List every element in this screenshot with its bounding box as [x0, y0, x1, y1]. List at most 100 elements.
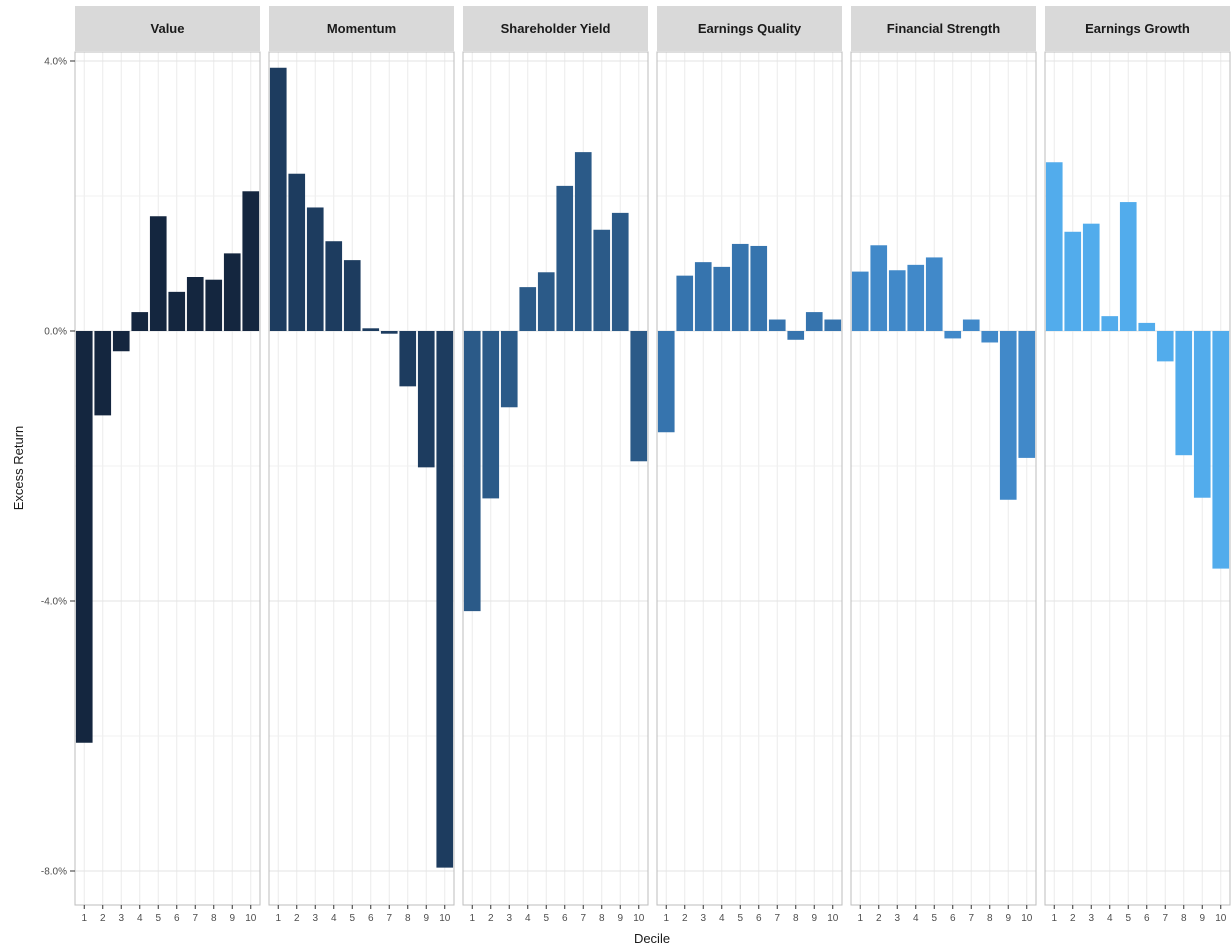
bar-8: Financial Strength decile 8: -0.17%: [981, 331, 999, 343]
x-tick-label: 8: [1181, 913, 1187, 924]
bar-7: Shareholder Yield decile 7: 2.65%: [574, 152, 592, 331]
x-tick-label: 5: [155, 913, 161, 924]
bar-2: Earnings Growth decile 2: 1.47%: [1064, 231, 1082, 331]
x-tick-label: 9: [1005, 913, 1011, 924]
x-tick-label: 10: [1215, 913, 1227, 924]
bar-9: Momentum decile 9: -2.02%: [417, 331, 435, 468]
x-tick-label: 1: [81, 913, 87, 924]
x-tick-label: 7: [1162, 913, 1168, 924]
x-tick-label: 9: [423, 913, 429, 924]
bar-1: Momentum decile 1: 3.9%: [269, 67, 287, 331]
bar-9: Financial Strength decile 9: -2.5%: [999, 331, 1017, 500]
x-tick-label: 8: [599, 913, 605, 924]
bar-7: Earnings Growth decile 7: -0.45%: [1156, 331, 1174, 362]
x-tick-label: 9: [1199, 913, 1205, 924]
bar-4: Earnings Growth decile 4: 0.22%: [1101, 316, 1119, 331]
x-tick-label: 8: [405, 913, 411, 924]
x-tick-label: 1: [663, 913, 669, 924]
x-tick-label: 3: [312, 913, 318, 924]
facet-strip-label: Earnings Quality: [698, 21, 802, 36]
facet-panel: Value Value decile 1: -6.1%Value decile 2…: [74, 6, 261, 924]
bar-2: Earnings Quality decile 2: 0.82%: [676, 275, 694, 331]
bar-5: Earnings Growth decile 5: 1.91%: [1119, 202, 1137, 331]
bar-3: Shareholder Yield decile 3: -1.13%: [500, 331, 518, 408]
bar-4: Momentum decile 4: 1.33%: [325, 241, 343, 331]
x-tick-label: 6: [950, 913, 956, 924]
x-axis-title: Decile: [634, 931, 670, 946]
x-tick-label: 3: [1088, 913, 1094, 924]
bar-10: Shareholder Yield decile 10: -1.93%: [630, 331, 648, 462]
panel-border: [462, 51, 649, 906]
x-tick-label: 2: [488, 913, 494, 924]
x-tick-label: 10: [827, 913, 839, 924]
bar-1: Shareholder Yield decile 1: -4.15%: [463, 331, 481, 612]
bar-3: Earnings Growth decile 3: 1.59%: [1082, 223, 1100, 331]
bar-3: Momentum decile 3: 1.83%: [306, 207, 324, 331]
bar-8: Shareholder Yield decile 8: 1.5%: [593, 229, 611, 331]
bar-10: Momentum decile 10: -7.95%: [436, 331, 454, 868]
bar-6: Value decile 6: 0.58%: [168, 291, 186, 331]
bar-2: Value decile 2: -1.25%: [94, 331, 112, 416]
bar-10: Earnings Quality decile 10: 0.17%: [824, 319, 842, 331]
bar-6: Shareholder Yield decile 6: 2.15%: [556, 185, 574, 331]
bar-6: Financial Strength decile 6: -0.11%: [944, 331, 962, 339]
bar-3: Value decile 3: -0.3%: [112, 331, 130, 352]
facet-strip: [269, 6, 454, 51]
panel-background: [657, 52, 842, 905]
x-tick-label: 9: [617, 913, 623, 924]
bar-9: Earnings Quality decile 9: 0.28%: [805, 312, 823, 331]
x-tick-label: 10: [439, 913, 451, 924]
bar-9: Earnings Growth decile 9: -2.47%: [1193, 331, 1211, 498]
panel-border: [850, 51, 1037, 906]
bar-6: Earnings Growth decile 6: 0.12%: [1138, 322, 1156, 331]
x-tick-label: 3: [894, 913, 900, 924]
facet-strip: [851, 6, 1036, 51]
y-tick-label: 0.0%: [44, 327, 67, 338]
x-tick-label: 1: [1051, 913, 1057, 924]
facet-panel: Financial Strength Financial Strength dec…: [850, 6, 1037, 924]
panel-background: [75, 52, 260, 905]
bar-8: Momentum decile 8: -0.82%: [399, 331, 417, 387]
x-tick-label: 1: [275, 913, 281, 924]
x-tick-label: 4: [331, 913, 337, 924]
x-tick-label: 3: [506, 913, 512, 924]
x-tick-label: 6: [1144, 913, 1150, 924]
x-tick-label: 6: [174, 913, 180, 924]
bar-5: Shareholder Yield decile 5: 0.87%: [537, 272, 555, 331]
x-tick-label: 7: [386, 913, 392, 924]
bar-10: Earnings Growth decile 10: -3.52%: [1212, 331, 1230, 569]
x-tick-label: 4: [719, 913, 725, 924]
x-tick-label: 9: [229, 913, 235, 924]
x-tick-label: 10: [633, 913, 645, 924]
x-tick-label: 9: [811, 913, 817, 924]
x-tick-label: 8: [987, 913, 993, 924]
panel-border: [74, 51, 261, 906]
bar-7: Value decile 7: 0.8%: [186, 277, 204, 331]
bar-8: Earnings Growth decile 8: -1.84%: [1175, 331, 1193, 456]
x-tick-label: 3: [700, 913, 706, 924]
facet-strip-label: Financial Strength: [887, 21, 1000, 36]
facet-strip-label: Momentum: [327, 21, 396, 36]
x-tick-label: 8: [793, 913, 799, 924]
bar-8: Value decile 8: 0.76%: [205, 279, 223, 331]
bar-1: Value decile 1: -6.1%: [75, 331, 93, 743]
y-axis-title: Excess Return: [11, 426, 26, 511]
bar-9: Shareholder Yield decile 9: 1.75%: [611, 212, 629, 331]
facet-panel: MomentumMomentum decile 1: 3.9%Momentum …: [268, 6, 455, 924]
facet-panel: Earnings Growth Earnings Growth decile 1:…: [1044, 6, 1231, 924]
bar-6: Momentum decile 6: 0.04%: [362, 328, 380, 331]
bar-5: Financial Strength decile 5: 1.09%: [925, 257, 943, 331]
bar-2: Momentum decile 2: 2.33%: [288, 173, 306, 331]
facet-strip-label: Earnings Growth: [1085, 21, 1190, 36]
bar-8: Earnings Quality decile 8: -0.13%: [787, 331, 805, 340]
x-tick-label: 2: [100, 913, 106, 924]
bar-4: Shareholder Yield decile 4: 0.65%: [519, 287, 537, 331]
bar-3: Financial Strength decile 3: 0.9%: [888, 270, 906, 331]
bar-9: Value decile 9: 1.15%: [223, 253, 241, 331]
x-tick-label: 7: [774, 913, 780, 924]
x-tick-label: 3: [118, 913, 124, 924]
x-tick-label: 6: [756, 913, 762, 924]
bar-7: Financial Strength decile 7: 0.17%: [962, 319, 980, 331]
